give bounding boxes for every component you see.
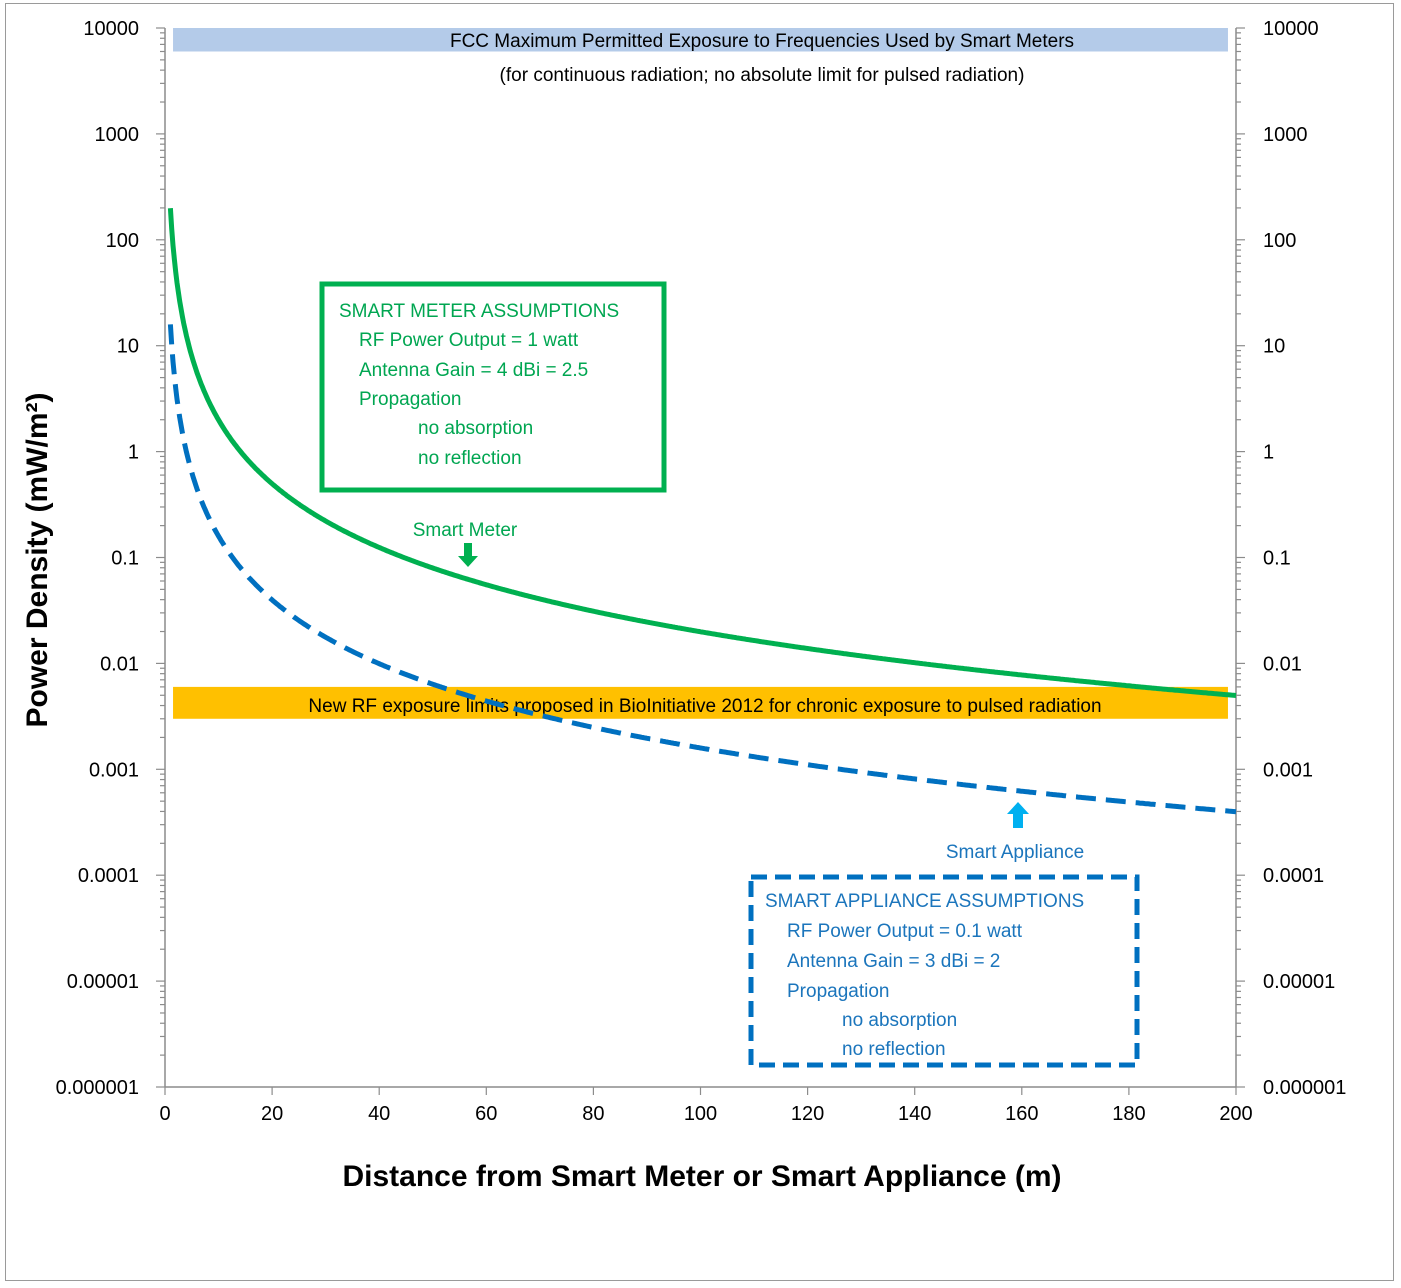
x-tick-label: 100 [684, 1103, 717, 1125]
x-tick-label: 40 [368, 1103, 390, 1125]
y-tick-label-right: 0.01 [1263, 653, 1302, 675]
y-tick-label-right: 0.1 [1263, 548, 1291, 570]
appliance-box-title: SMART APPLIANCE ASSUMPTIONS [765, 891, 1084, 912]
y-tick-label-right: 10 [1263, 336, 1285, 358]
y-tick-label-right: 0.000001 [1263, 1077, 1346, 1099]
meter-box-title: SMART METER ASSUMPTIONS [339, 301, 619, 322]
appliance-box-line: RF Power Output = 0.1 watt [787, 921, 1023, 942]
y-tick-label-left: 100 [106, 230, 139, 252]
y-tick-label-left: 1 [128, 442, 139, 464]
y-tick-label-left: 0.1 [111, 548, 139, 570]
y-tick-labels-left: 10000 1000 100 10 1 0.1 0.01 0.001 0.0001 0.00001… [56, 18, 139, 1099]
y-tick-label-right: 1000 [1263, 124, 1308, 146]
x-tick-label: 140 [898, 1103, 931, 1125]
meter-box-line: no absorption [418, 418, 533, 439]
meter-box-line: no reflection [418, 448, 522, 469]
y-tick-label-left: 0.01 [100, 653, 139, 675]
appliance-box-line: Antenna Gain = 3 dBi = 2 [787, 951, 1000, 972]
x-tick-labels: 0 20 40 60 80 100 120 140 160 180 200 [159, 1103, 1252, 1125]
meter-box-line: RF Power Output = 1 watt [359, 330, 579, 351]
y-tick-labels-right: 10000 1000 100 10 1 0.1 0.01 0.001 0.0001 0.00001… [1263, 18, 1346, 1099]
y-tick-label-right: 0.001 [1263, 759, 1313, 781]
smart-meter-arrow-icon [458, 543, 478, 567]
x-axis-title: Distance from Smart Meter or Smart Appli… [342, 1160, 1061, 1193]
smart-appliance-label: Smart Appliance [946, 842, 1084, 863]
appliance-box-line: Propagation [787, 981, 889, 1002]
meter-box-line: Antenna Gain = 4 dBi = 2.5 [359, 360, 588, 381]
fcc-band-label: FCC Maximum Permitted Exposure to Freque… [450, 31, 1074, 52]
y-tick-label-left: 1000 [95, 124, 140, 146]
y-tick-label-left: 10000 [83, 18, 139, 40]
y-tick-label-left: 0.00001 [67, 971, 139, 993]
meter-box-line: Propagation [359, 389, 461, 410]
y-tick-label-right: 1 [1263, 442, 1274, 464]
x-tick-label: 120 [791, 1103, 824, 1125]
y-axis-title: Power Density (mW/m²) [21, 392, 54, 727]
x-tick-label: 20 [261, 1103, 283, 1125]
y-tick-label-right: 0.00001 [1263, 971, 1335, 993]
bioinitiative-band-label: New RF exposure limits proposed in BioIn… [308, 696, 1101, 717]
y-tick-label-right: 10000 [1263, 18, 1319, 40]
appliance-box-line: no absorption [842, 1010, 957, 1031]
y-tick-label-right: 0.0001 [1263, 865, 1324, 887]
x-tick-label: 180 [1112, 1103, 1145, 1125]
fcc-band-sublabel: (for continuous radiation; no absolute l… [500, 65, 1025, 86]
appliance-box-line: no reflection [842, 1039, 946, 1060]
smart-meter-label: Smart Meter [413, 520, 518, 541]
x-tick-label: 0 [159, 1103, 170, 1125]
x-tick-label: 80 [582, 1103, 604, 1125]
y-tick-label-right: 100 [1263, 230, 1296, 252]
x-tick-label: 160 [1005, 1103, 1038, 1125]
y-tick-label-left: 0.001 [89, 759, 139, 781]
x-tick-label: 200 [1219, 1103, 1252, 1125]
smart-appliance-arrow-icon [1007, 802, 1029, 828]
y-tick-label-left: 10 [117, 336, 139, 358]
x-tick-label: 60 [475, 1103, 497, 1125]
y-tick-label-left: 0.0001 [78, 865, 139, 887]
y-tick-label-left: 0.000001 [56, 1077, 139, 1099]
